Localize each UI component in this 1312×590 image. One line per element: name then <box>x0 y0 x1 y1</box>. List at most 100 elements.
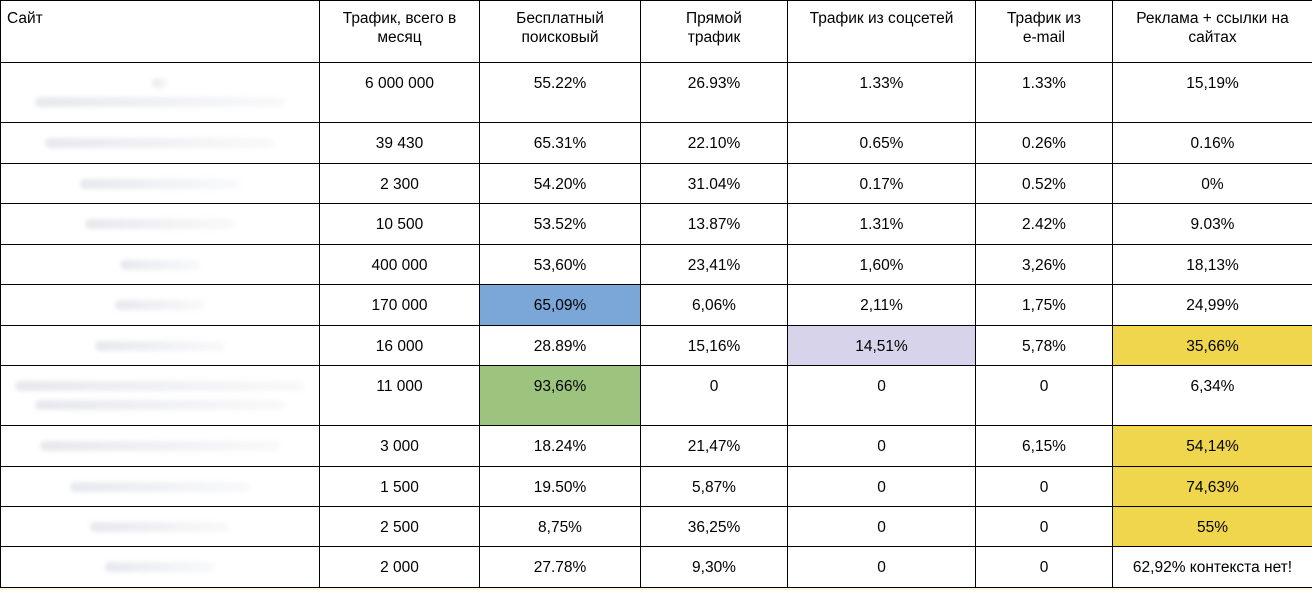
social-traffic-cell[interactable]: 0 <box>787 546 976 588</box>
total-traffic-cell[interactable]: 39 430 <box>319 122 480 164</box>
total-traffic-cell[interactable]: 6 000 000 <box>319 62 480 123</box>
redacted-text <box>45 138 275 148</box>
direct-traffic-cell[interactable]: 23,41% <box>640 244 788 285</box>
email-traffic-cell[interactable]: 6,15% <box>975 425 1113 467</box>
total-traffic-cell[interactable]: 1 500 <box>319 466 480 507</box>
site-cell-redacted[interactable] <box>0 284 320 326</box>
email-traffic-cell[interactable]: 0 <box>975 466 1113 507</box>
organic-search-cell[interactable]: 28.89% <box>479 325 641 366</box>
site-cell-redacted[interactable] <box>0 325 320 366</box>
organic-search-cell[interactable]: 18.24% <box>479 425 641 467</box>
social-traffic-cell[interactable]: 1.31% <box>787 203 976 245</box>
total-traffic-cell[interactable]: 3 000 <box>319 425 480 467</box>
email-traffic-cell[interactable]: 1,75% <box>975 284 1113 326</box>
site-cell-redacted[interactable] <box>0 122 320 164</box>
direct-traffic-cell[interactable]: 0 <box>640 365 788 426</box>
social-traffic-cell[interactable]: 0 <box>787 365 976 426</box>
organic-search-cell-highlighted[interactable]: 93,66% <box>479 365 641 426</box>
social-traffic-cell[interactable]: 0 <box>787 506 976 547</box>
redacted-text <box>105 562 215 572</box>
direct-traffic-cell[interactable]: 22.10% <box>640 122 788 164</box>
email-traffic-cell[interactable]: 0 <box>975 365 1113 426</box>
social-traffic-cell[interactable]: 1,60% <box>787 244 976 285</box>
total-traffic-cell[interactable]: 2 300 <box>319 163 480 204</box>
ads-links-cell-highlighted[interactable]: 54,14% <box>1112 425 1312 467</box>
direct-traffic-cell[interactable]: 21,47% <box>640 425 788 467</box>
ads-links-cell[interactable]: 62,92% контекста нет! <box>1112 546 1312 588</box>
social-traffic-cell[interactable]: 0 <box>787 466 976 507</box>
table-row: 3 000 18.24% 21,47% 0 6,15% 54,14% <box>0 425 1312 467</box>
ads-links-cell[interactable]: 0.16% <box>1112 122 1312 164</box>
social-traffic-cell-highlighted[interactable]: 14,51% <box>787 325 976 366</box>
total-traffic-cell[interactable]: 170 000 <box>319 284 480 326</box>
social-traffic-cell[interactable]: 2,11% <box>787 284 976 326</box>
email-traffic-cell[interactable]: 5,78% <box>975 325 1113 366</box>
direct-traffic-cell[interactable]: 13.87% <box>640 203 788 245</box>
total-traffic-cell[interactable]: 10 500 <box>319 203 480 245</box>
social-traffic-cell[interactable]: 0.65% <box>787 122 976 164</box>
organic-search-cell[interactable]: 53.52% <box>479 203 641 245</box>
total-traffic-cell[interactable]: 2 500 <box>319 506 480 547</box>
header-organic-search[interactable]: Бесплатный поисковый <box>479 0 641 63</box>
direct-traffic-cell[interactable]: 26.93% <box>640 62 788 123</box>
ads-links-cell-highlighted[interactable]: 35,66% <box>1112 325 1312 366</box>
email-traffic-cell[interactable]: 0.52% <box>975 163 1113 204</box>
redacted-text <box>85 219 235 229</box>
email-traffic-cell[interactable]: 0 <box>975 546 1113 588</box>
total-traffic-cell[interactable]: 400 000 <box>319 244 480 285</box>
total-traffic-cell[interactable]: 11 000 <box>319 365 480 426</box>
site-cell-redacted[interactable] <box>0 244 320 285</box>
email-traffic-cell[interactable]: 1.33% <box>975 62 1113 123</box>
redacted-text <box>152 78 168 88</box>
site-cell-redacted[interactable] <box>0 506 320 547</box>
organic-search-cell[interactable]: 65.31% <box>479 122 641 164</box>
email-traffic-cell[interactable]: 0 <box>975 506 1113 547</box>
site-cell-redacted[interactable] <box>0 163 320 204</box>
direct-traffic-cell[interactable]: 15,16% <box>640 325 788 366</box>
social-traffic-cell[interactable]: 0 <box>787 425 976 467</box>
header-total-traffic[interactable]: Трафик, всего в месяц <box>319 0 480 63</box>
ads-links-cell[interactable]: 0% <box>1112 163 1312 204</box>
ads-links-cell[interactable]: 18,13% <box>1112 244 1312 285</box>
header-site[interactable]: Сайт <box>0 0 320 63</box>
direct-traffic-cell[interactable]: 5,87% <box>640 466 788 507</box>
social-traffic-cell[interactable]: 0.17% <box>787 163 976 204</box>
header-email-traffic[interactable]: Трафик из e-mail <box>975 0 1113 63</box>
ads-links-cell[interactable]: 24,99% <box>1112 284 1312 326</box>
email-traffic-cell[interactable]: 2.42% <box>975 203 1113 245</box>
direct-traffic-cell[interactable]: 9,30% <box>640 546 788 588</box>
email-traffic-cell[interactable]: 0.26% <box>975 122 1113 164</box>
organic-search-cell[interactable]: 54.20% <box>479 163 641 204</box>
redacted-text <box>115 300 205 310</box>
organic-search-cell[interactable]: 53,60% <box>479 244 641 285</box>
ads-links-cell-highlighted[interactable]: 74,63% <box>1112 466 1312 507</box>
ads-links-cell[interactable]: 6,34% <box>1112 365 1312 426</box>
organic-search-cell[interactable]: 27.78% <box>479 546 641 588</box>
direct-traffic-cell[interactable]: 36,25% <box>640 506 788 547</box>
organic-search-cell[interactable]: 19.50% <box>479 466 641 507</box>
organic-search-cell-highlighted[interactable]: 65,09% <box>479 284 641 326</box>
direct-traffic-cell[interactable]: 31.04% <box>640 163 788 204</box>
direct-traffic-cell[interactable]: 6,06% <box>640 284 788 326</box>
ads-links-cell[interactable]: 15,19% <box>1112 62 1312 123</box>
site-cell-redacted[interactable] <box>0 203 320 245</box>
site-cell-redacted[interactable] <box>0 62 320 123</box>
ads-links-cell-highlighted[interactable]: 55% <box>1112 506 1312 547</box>
header-ads-links[interactable]: Реклама + ссылки на сайтах <box>1112 0 1312 63</box>
site-cell-redacted[interactable] <box>0 425 320 467</box>
header-social-traffic[interactable]: Трафик из соцсетей <box>787 0 976 63</box>
total-traffic-cell[interactable]: 16 000 <box>319 325 480 366</box>
header-direct-traffic[interactable]: Прямой трафик <box>640 0 788 63</box>
redacted-text <box>95 341 225 351</box>
site-cell-redacted[interactable] <box>0 466 320 507</box>
organic-search-cell[interactable]: 8,75% <box>479 506 641 547</box>
total-traffic-cell[interactable]: 2 000 <box>319 546 480 588</box>
organic-search-cell[interactable]: 55.22% <box>479 62 641 123</box>
ads-links-cell[interactable]: 9.03% <box>1112 203 1312 245</box>
site-cell-redacted[interactable] <box>0 546 320 588</box>
social-traffic-cell[interactable]: 1.33% <box>787 62 976 123</box>
table-row: 11 000 93,66% 0 0 0 6,34% <box>0 365 1312 426</box>
email-traffic-cell[interactable]: 3,26% <box>975 244 1113 285</box>
site-cell-redacted[interactable] <box>0 365 320 426</box>
